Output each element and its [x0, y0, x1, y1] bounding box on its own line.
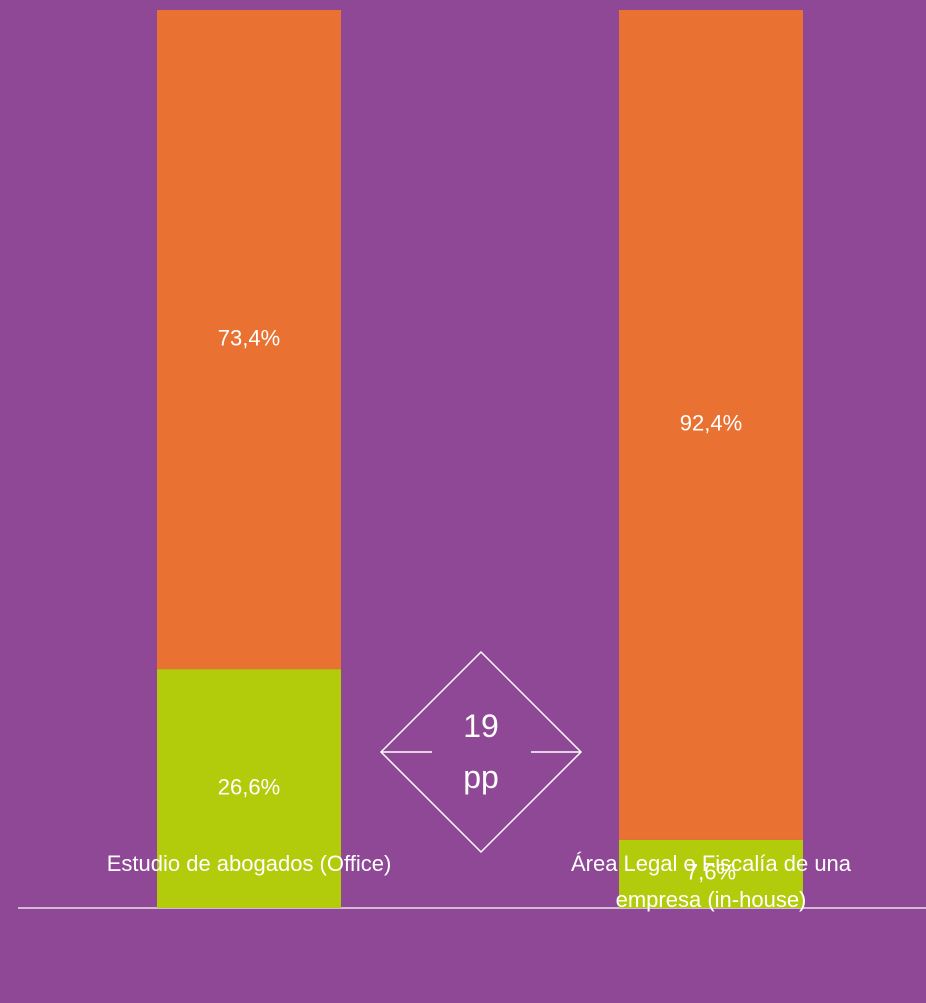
difference-annotation: 19 pp — [463, 708, 499, 795]
bar-segment — [619, 10, 803, 840]
data-label: 7,6% — [686, 860, 736, 885]
data-label: 73,4% — [218, 325, 280, 350]
x-tick-label: Área Legal o Fiscalía de una empresa (in… — [570, 851, 852, 912]
bar-segment — [619, 839, 803, 908]
diamond — [379, 650, 583, 854]
bar-segment — [157, 10, 341, 670]
bar-segment — [157, 669, 341, 908]
x-tick-label: Estudio de abogados (Office) — [106, 851, 392, 876]
data-label: 92,4% — [680, 411, 742, 436]
data-label: 26,6% — [218, 774, 280, 799]
diamond-outline — [379, 650, 583, 854]
